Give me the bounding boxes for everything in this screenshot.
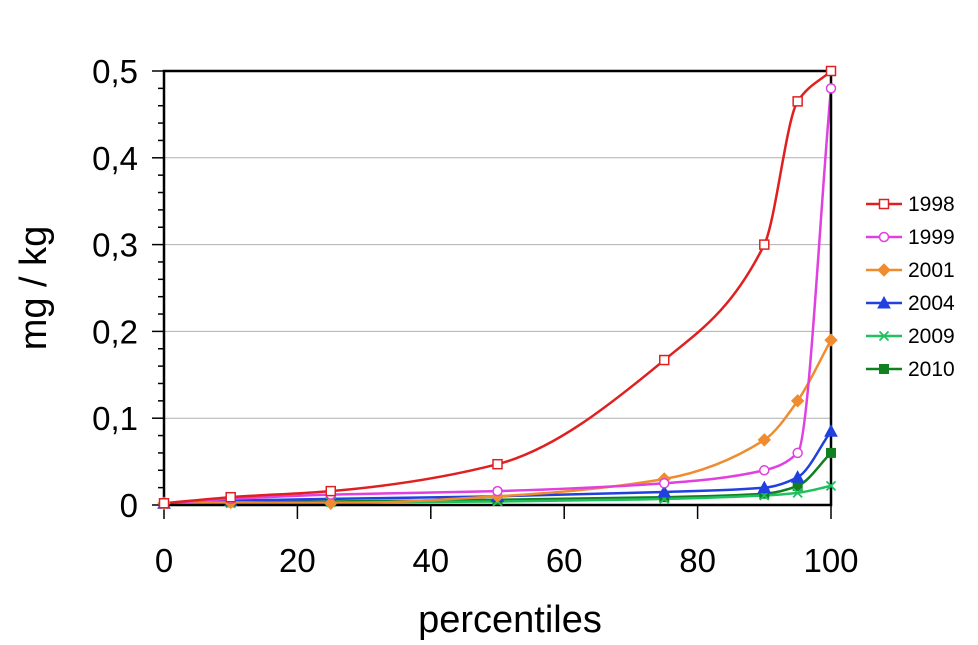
y-tick-label: 0,5 bbox=[92, 53, 138, 90]
y-tick-label: 0,1 bbox=[92, 400, 138, 437]
x-tick-label: 60 bbox=[546, 542, 583, 579]
grid-lines bbox=[164, 157, 831, 419]
series-markers bbox=[157, 65, 838, 510]
plot-frame bbox=[162, 69, 833, 507]
data-point-2009 bbox=[792, 487, 803, 498]
x-axis-ticks: 0 20 40 60 80 100 bbox=[155, 505, 859, 579]
data-point-1998 bbox=[825, 65, 837, 77]
data-point-2001 bbox=[790, 394, 805, 408]
data-point-1999 bbox=[825, 83, 837, 94]
legend-label: 2010 bbox=[908, 358, 955, 381]
data-point-2004 bbox=[824, 424, 838, 437]
legend-label: 2004 bbox=[908, 292, 955, 315]
data-point-1999 bbox=[792, 447, 803, 459]
legend-marker bbox=[877, 295, 891, 309]
data-point-1998 bbox=[158, 498, 170, 509]
legend: 1998 1999 2001 2004 2009 2010 bbox=[866, 193, 955, 381]
data-point-2004 bbox=[657, 484, 672, 498]
data-point-1998 bbox=[492, 458, 503, 470]
legend-label: 2001 bbox=[908, 259, 955, 282]
legend-marker bbox=[878, 198, 890, 210]
data-point-1999 bbox=[759, 465, 770, 476]
legend-marker bbox=[878, 231, 890, 243]
legend-item-2001: 2001 bbox=[866, 259, 955, 282]
legend-marker bbox=[879, 364, 889, 374]
x-tick-label: 100 bbox=[803, 542, 858, 579]
legend-marker bbox=[877, 263, 891, 277]
series-line-1998 bbox=[163, 70, 832, 505]
series-line-2001 bbox=[163, 339, 833, 505]
y-axis-ticks: 0 0,1 0,2 0,3 0,4 0,5 bbox=[92, 53, 164, 524]
y-axis-title: mg / kg bbox=[13, 226, 55, 351]
x-tick-label: 20 bbox=[279, 542, 316, 579]
data-point-1998 bbox=[225, 491, 236, 503]
data-point-1998 bbox=[659, 354, 670, 366]
data-point-2009 bbox=[825, 480, 837, 492]
series-line-2004 bbox=[163, 430, 833, 505]
y-tick-label: 0,2 bbox=[92, 313, 138, 350]
legend-label: 1998 bbox=[908, 193, 955, 216]
x-axis-title: percentiles bbox=[418, 599, 602, 641]
series-lines bbox=[163, 70, 833, 506]
data-point-2001 bbox=[324, 496, 338, 510]
data-point-1999 bbox=[659, 478, 670, 489]
data-point-2001 bbox=[824, 333, 838, 347]
data-point-2004 bbox=[790, 470, 805, 483]
data-point-2010 bbox=[826, 447, 836, 458]
data-point-1998 bbox=[792, 96, 803, 107]
legend-marker bbox=[878, 330, 890, 342]
legend-label: 2009 bbox=[908, 325, 955, 348]
legend-item-2010: 2010 bbox=[866, 358, 955, 381]
x-tick-label: 40 bbox=[412, 542, 449, 579]
legend-item-2009: 2009 bbox=[866, 325, 955, 348]
legend-label: 1999 bbox=[908, 226, 955, 249]
data-point-2004 bbox=[757, 480, 772, 494]
x-tick-label: 0 bbox=[155, 542, 173, 579]
data-point-1998 bbox=[759, 239, 770, 250]
legend-item-2004: 2004 bbox=[866, 292, 955, 315]
x-tick-label: 80 bbox=[679, 542, 716, 579]
data-point-2001 bbox=[757, 433, 772, 447]
data-point-1999 bbox=[492, 485, 503, 497]
y-tick-label: 0,4 bbox=[92, 140, 138, 177]
series-line-1999 bbox=[163, 88, 833, 505]
legend-item-1999: 1999 bbox=[866, 226, 955, 249]
y-tick-label: 0 bbox=[120, 487, 138, 524]
legend-item-1998: 1998 bbox=[866, 193, 955, 216]
data-point-1998 bbox=[325, 485, 336, 497]
y-tick-label: 0,3 bbox=[92, 227, 138, 264]
